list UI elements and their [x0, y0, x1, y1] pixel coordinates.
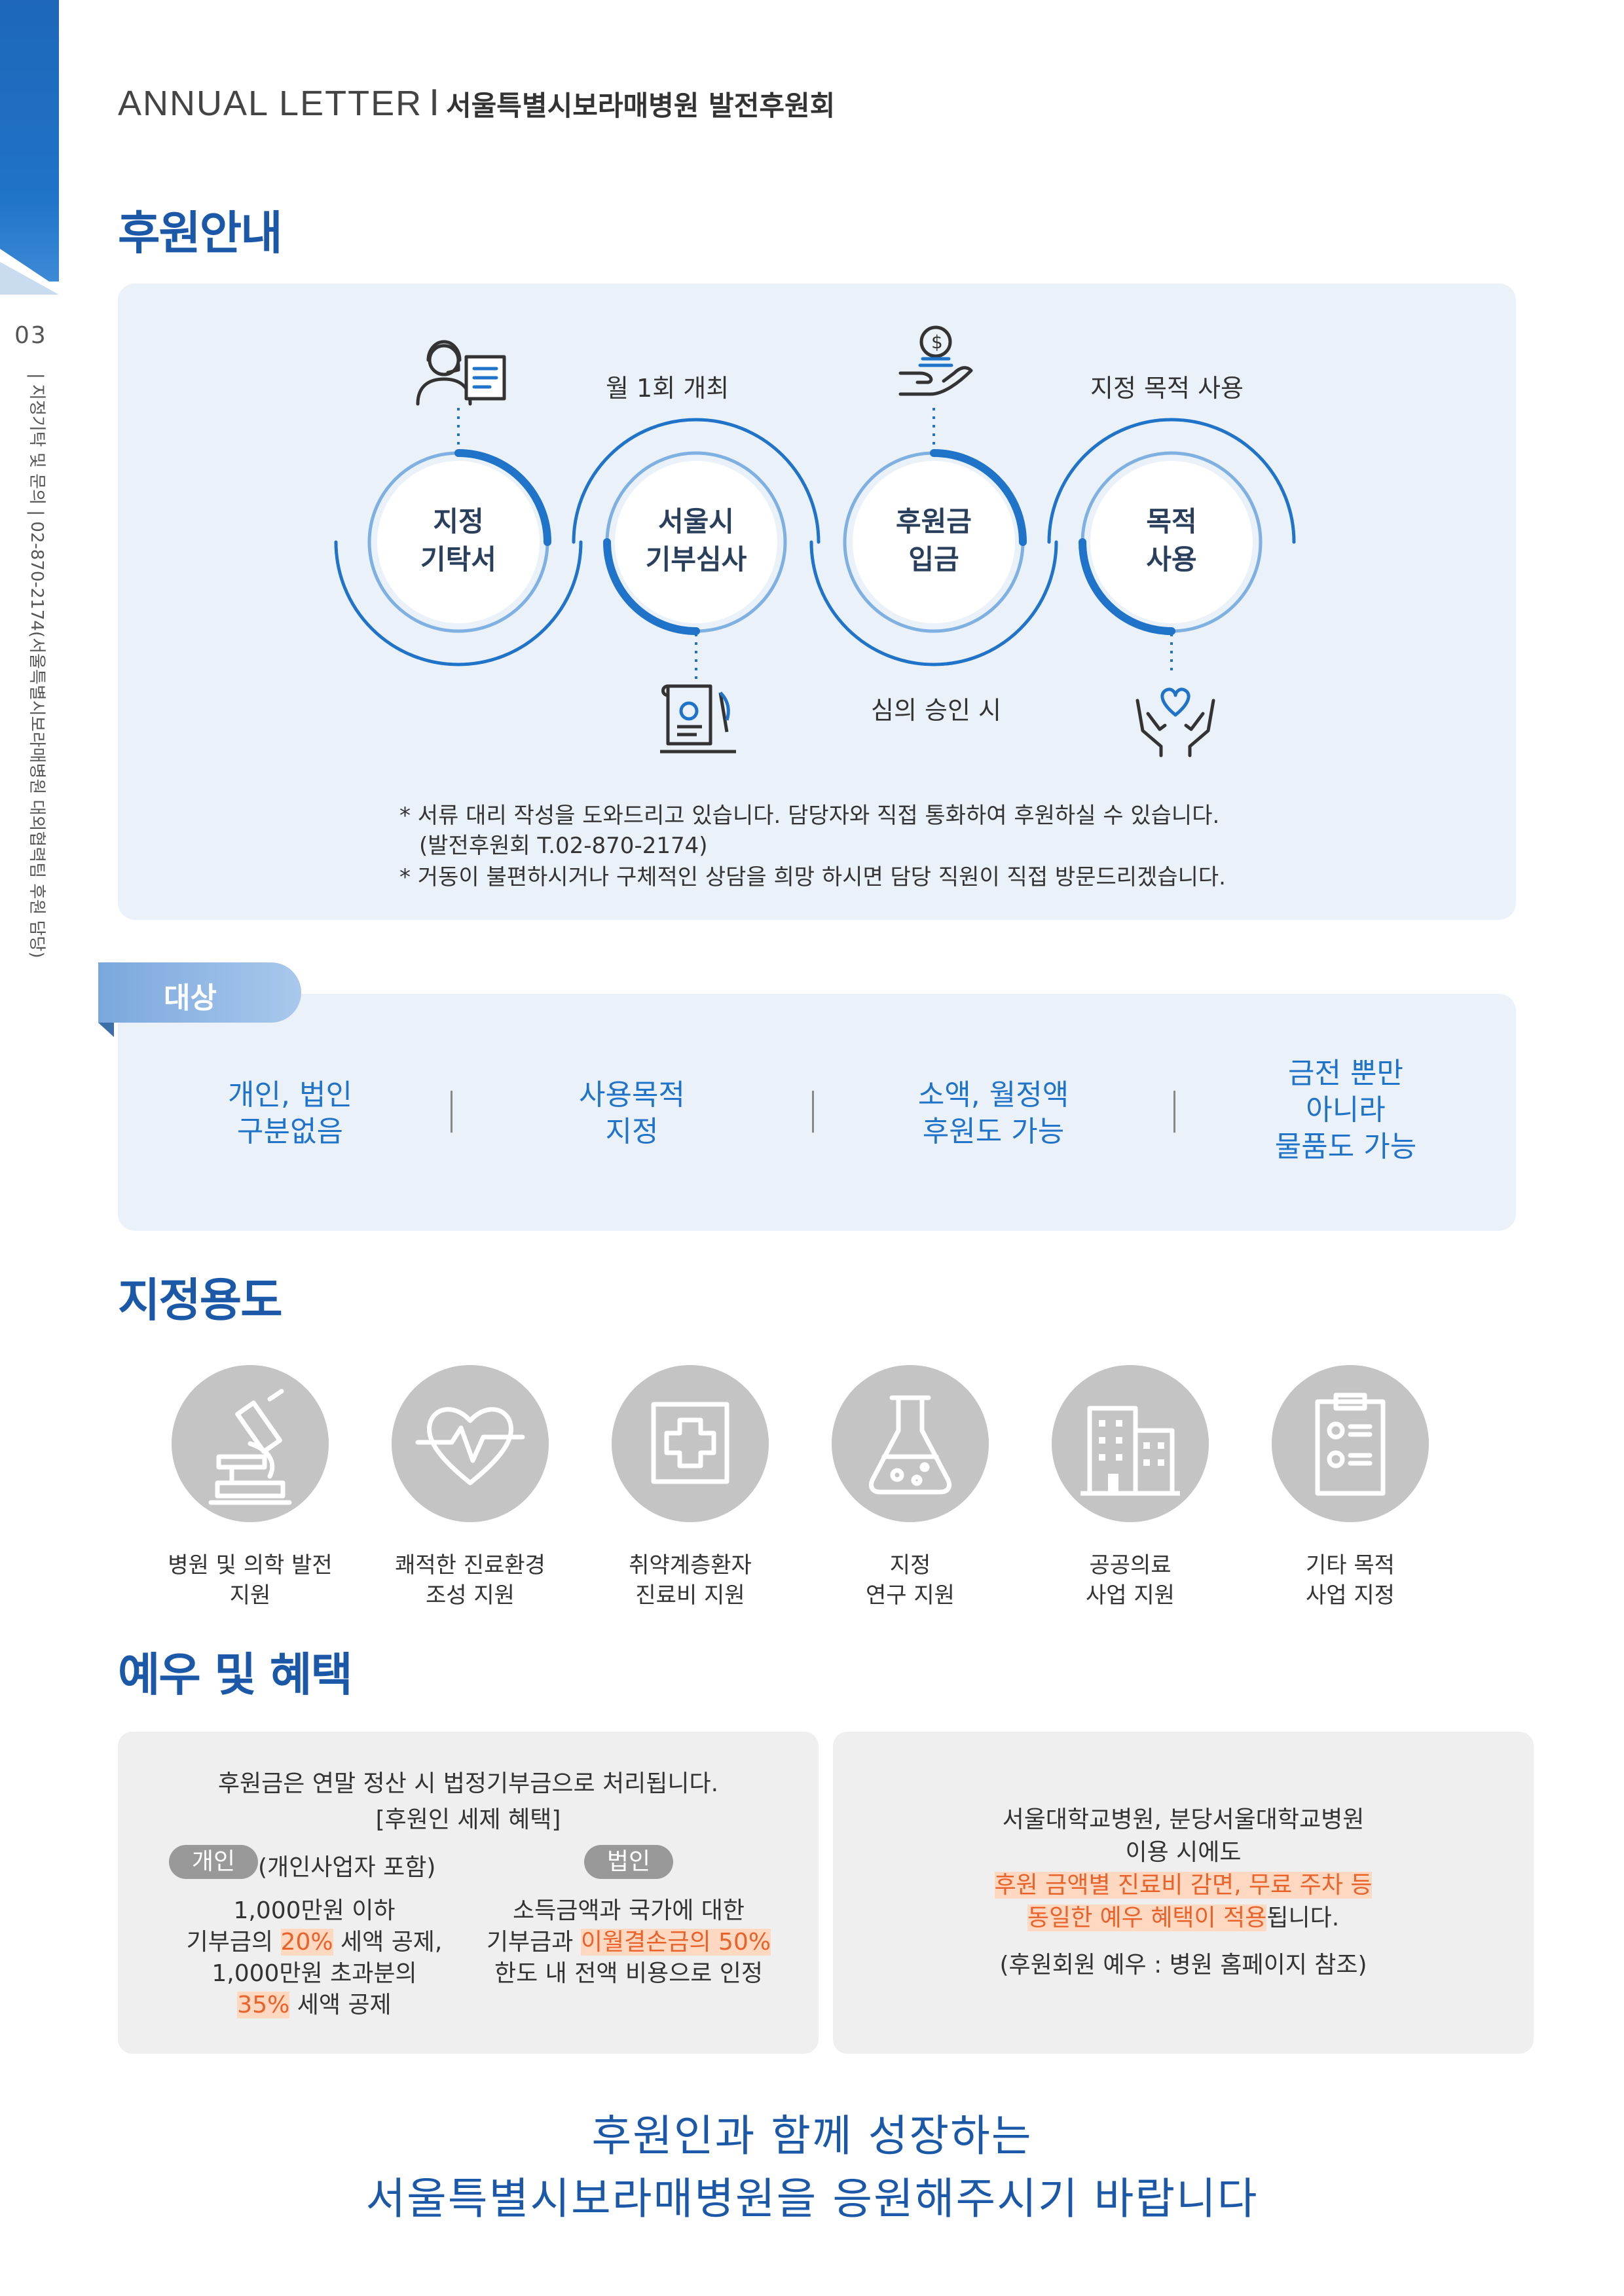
target-tag: [98, 962, 301, 1023]
use-label-environment: 쾌적한 진료환경 조성 지원: [395, 1552, 545, 1609]
corp-pill: 법인: [584, 1845, 673, 1879]
use-circle: [392, 1365, 549, 1522]
corp-l1: 소득금액과 국가에 대한: [512, 1897, 745, 1924]
side-contact-text: | 지정기탁 및 문의 | 02-870-2174(서울특별시보라매병원 대외협…: [27, 373, 46, 958]
coin-hand-icon: $: [898, 325, 973, 396]
use-circle: [612, 1365, 769, 1522]
note-1: * 서류 대리 작성을 도와드리고 있습니다. 담당자와 직접 통화하여 후원하…: [399, 803, 1220, 829]
highlight-perks-1: 후원 금액별 진료비 감면, 무료 주차 등: [994, 1872, 1373, 1899]
running-header: ANNUAL LETTER I 서울특별시보라매병원 발전후원회: [118, 82, 835, 124]
highlight-20pct: 20%: [280, 1929, 333, 1956]
use-circle: [1272, 1365, 1429, 1522]
header-ko: 서울특별시보라매병원 발전후원회: [446, 90, 836, 122]
personal-l4: 35% 세액 공제: [237, 1992, 392, 2018]
certificate-scroll-icon: [660, 684, 736, 754]
highlight-perks-2: 동일한 예우 혜택이 적용: [1027, 1904, 1267, 1931]
tax-benefit-box: [118, 1732, 819, 2054]
target-item-goods: 금전 뿐만 아니라 물품도 가능: [1274, 1057, 1417, 1163]
target-tag-label: 대상: [164, 981, 217, 1015]
target-panel: [118, 994, 1516, 1231]
perks-l4: 동일한 예우 혜택이 적용됩니다.: [1027, 1904, 1340, 1931]
step-purpose-use: 목적 사용: [1146, 505, 1197, 575]
corp-l2: 기부금과 이월결손금의 50%: [486, 1929, 771, 1956]
step-city-review: 서울시 기부심사: [645, 505, 747, 575]
corp-l3: 한도 내 전액 비용으로 인정: [494, 1960, 764, 1987]
use-circle: [832, 1365, 989, 1522]
microscope-icon: [208, 1389, 292, 1505]
target-divider: [812, 1091, 814, 1133]
caption-purpose-use: 지정 목적 사용: [1090, 374, 1244, 403]
perks-text: 서울대학교병원, 분당서울대학교병원 이용 시에도 후원 금액별 진료비 감면,…: [833, 1804, 1534, 1982]
perks-l2: 이용 시에도: [1125, 1839, 1242, 1866]
target-tag-fold: [98, 1023, 114, 1037]
caption-approval: 심의 승인 시: [871, 696, 1001, 725]
process-flow-diagram: [334, 408, 1296, 683]
heartbeat-icon: [415, 1407, 525, 1485]
use-label-medical-development: 병원 및 의학 발전 지원: [168, 1552, 333, 1609]
flask-icon: [869, 1395, 951, 1495]
step-deposit: 후원금 입금: [896, 505, 972, 575]
use-label-research: 지정 연구 지원: [866, 1552, 955, 1609]
use-label-other: 기타 목적 사업 지정: [1306, 1552, 1395, 1609]
svg-text:$: $: [931, 331, 943, 353]
personal-note: (개인사업자 포함): [258, 1854, 436, 1881]
step1-outer-arc: [334, 540, 583, 666]
highlight-carryover: 이월결손금의 50%: [580, 1929, 771, 1956]
perks-l3: 후원 금액별 진료비 감면, 무료 주차 등: [833, 1869, 1534, 1902]
personal-l2: 기부금의 20% 세액 공제,: [186, 1929, 443, 1956]
tax-line-2: [후원인 세제 혜택]: [375, 1806, 561, 1833]
heart-hands-icon: [1135, 687, 1215, 757]
step-designation-form: 지정 기탁서: [420, 505, 496, 575]
benefits-title: 예우 및 혜택: [118, 1648, 353, 1702]
corp-benefit: 소득금액과 국가에 대한 기부금과 이월결손금의 50% 한도 내 전액 비용으…: [458, 1895, 799, 1990]
target-divider: [1173, 1091, 1175, 1133]
personal-l3: 1,000만원 초과분의: [212, 1960, 417, 1987]
use-circle: [172, 1365, 329, 1522]
closing-line-1: 후원인과 함께 성장하는: [591, 2111, 1033, 2161]
closing-line-2: 서울특별시보라매병원을 응원해주시기 바랍니다: [365, 2174, 1259, 2224]
caption-monthly: 월 1회 개최: [606, 374, 729, 403]
consultant-icon: [416, 340, 506, 406]
personal-pill: 개인: [169, 1845, 258, 1879]
header-separator: I: [429, 82, 440, 124]
personal-benefit: 1,000만원 이하 기부금의 20% 세액 공제, 1,000만원 초과분의 …: [118, 1895, 511, 2021]
page-number: 03: [14, 322, 47, 349]
side-notch: [0, 249, 59, 295]
highlight-35pct: 35%: [237, 1992, 290, 2018]
uses-title: 지정용도: [118, 1273, 283, 1327]
header-en: ANNUAL LETTER: [118, 84, 423, 123]
use-circle: [1052, 1365, 1209, 1522]
target-divider: [451, 1091, 452, 1133]
perks-l5: (후원회원 예우 : 병원 홈페이지 참조): [999, 1952, 1367, 1978]
target-item-individual-corp: 개인, 법인 구분없음: [228, 1078, 352, 1148]
perks-l1: 서울대학교병원, 분당서울대학교병원: [1002, 1806, 1365, 1833]
note-2: (발전후원회 T.02-870-2174): [419, 833, 708, 859]
tax-line-1: 후원금은 연말 정산 시 법정기부금으로 처리됩니다.: [217, 1770, 719, 1797]
personal-l1: 1,000만원 이하: [233, 1897, 396, 1924]
guide-title: 후원안내: [118, 206, 283, 260]
target-item-purpose: 사용목적 지정: [579, 1078, 685, 1148]
medical-cross-icon: [651, 1402, 729, 1484]
building-icon: [1080, 1406, 1180, 1496]
clipboard-icon: [1315, 1393, 1386, 1496]
use-label-public-health: 공공의료 사업 지원: [1086, 1552, 1175, 1609]
side-accent-bar: [0, 0, 59, 282]
note-3: * 거동이 불편하시거나 구체적인 상담을 희망 하시면 담당 직원이 직접 방…: [399, 864, 1226, 890]
target-item-small-monthly: 소액, 월정액 후원도 가능: [917, 1078, 1069, 1148]
use-label-vulnerable-patients: 취약계층환자 진료비 지원: [629, 1552, 752, 1609]
